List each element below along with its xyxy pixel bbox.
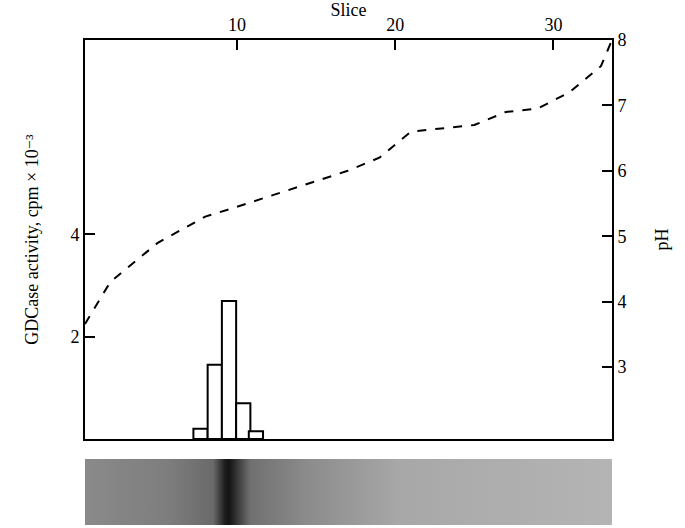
- svg-text:Slice: Slice: [331, 0, 367, 20]
- svg-text:5: 5: [618, 227, 627, 247]
- svg-text:6: 6: [618, 161, 627, 181]
- svg-text:7: 7: [618, 96, 627, 116]
- svg-text:30: 30: [544, 15, 562, 35]
- svg-text:pH: pH: [652, 229, 672, 251]
- svg-text:3: 3: [618, 357, 627, 377]
- svg-text:2: 2: [70, 327, 79, 347]
- svg-text:8: 8: [618, 30, 627, 50]
- svg-text:GDCase activity, cpm × 10⁻³: GDCase activity, cpm × 10⁻³: [22, 134, 42, 345]
- svg-text:20: 20: [386, 15, 404, 35]
- svg-text:4: 4: [618, 292, 627, 312]
- svg-text:4: 4: [70, 225, 79, 245]
- svg-text:10: 10: [228, 15, 246, 35]
